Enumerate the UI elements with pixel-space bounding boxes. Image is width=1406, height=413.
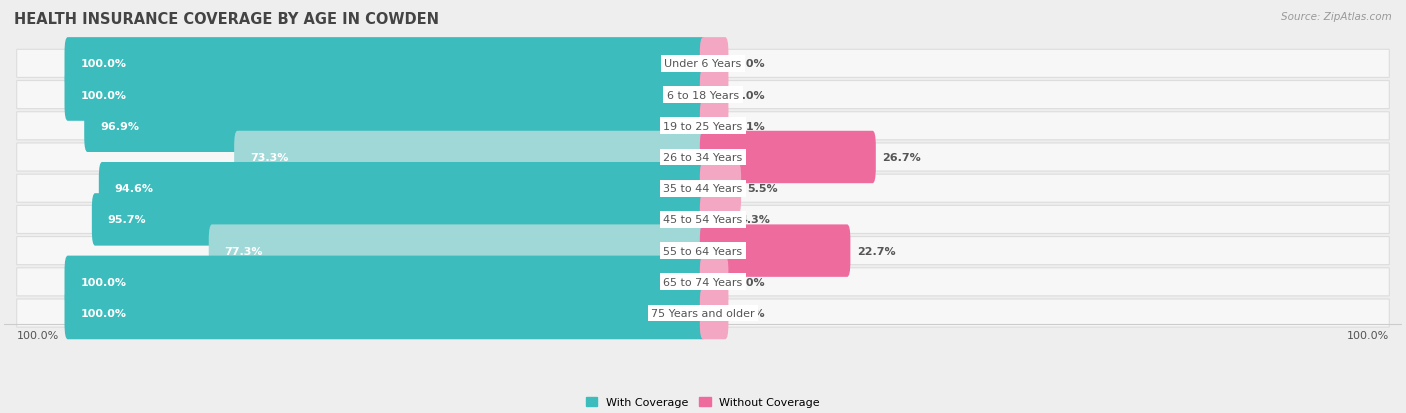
- Text: 75 Years and older: 75 Years and older: [651, 308, 755, 318]
- FancyBboxPatch shape: [65, 69, 706, 121]
- FancyBboxPatch shape: [17, 175, 1389, 203]
- FancyBboxPatch shape: [17, 237, 1389, 265]
- FancyBboxPatch shape: [700, 131, 876, 184]
- Text: 96.9%: 96.9%: [100, 121, 139, 131]
- Text: 35 to 44 Years: 35 to 44 Years: [664, 184, 742, 194]
- Text: 0.0%: 0.0%: [735, 90, 765, 100]
- Text: 26.7%: 26.7%: [882, 153, 921, 163]
- Text: 26 to 34 Years: 26 to 34 Years: [664, 153, 742, 163]
- Text: 6 to 18 Years: 6 to 18 Years: [666, 90, 740, 100]
- Text: 45 to 54 Years: 45 to 54 Years: [664, 215, 742, 225]
- Text: 55 to 64 Years: 55 to 64 Years: [664, 246, 742, 256]
- FancyBboxPatch shape: [208, 225, 706, 277]
- FancyBboxPatch shape: [235, 131, 706, 184]
- FancyBboxPatch shape: [17, 50, 1389, 78]
- FancyBboxPatch shape: [700, 194, 734, 246]
- FancyBboxPatch shape: [17, 112, 1389, 140]
- FancyBboxPatch shape: [700, 256, 728, 309]
- FancyBboxPatch shape: [700, 225, 851, 277]
- Text: 3.1%: 3.1%: [735, 121, 765, 131]
- FancyBboxPatch shape: [65, 287, 706, 339]
- FancyBboxPatch shape: [17, 299, 1389, 327]
- Text: Source: ZipAtlas.com: Source: ZipAtlas.com: [1281, 12, 1392, 22]
- FancyBboxPatch shape: [84, 100, 706, 153]
- Text: 73.3%: 73.3%: [250, 153, 288, 163]
- Text: 95.7%: 95.7%: [108, 215, 146, 225]
- Text: 19 to 25 Years: 19 to 25 Years: [664, 121, 742, 131]
- Text: 100.0%: 100.0%: [80, 308, 127, 318]
- Text: 65 to 74 Years: 65 to 74 Years: [664, 277, 742, 287]
- Text: 100.0%: 100.0%: [80, 90, 127, 100]
- Text: 0.0%: 0.0%: [735, 59, 765, 69]
- Text: 77.3%: 77.3%: [225, 246, 263, 256]
- FancyBboxPatch shape: [700, 163, 741, 215]
- FancyBboxPatch shape: [17, 81, 1389, 109]
- FancyBboxPatch shape: [700, 69, 728, 121]
- Text: 0.0%: 0.0%: [735, 277, 765, 287]
- FancyBboxPatch shape: [91, 194, 706, 246]
- Text: 22.7%: 22.7%: [856, 246, 896, 256]
- FancyBboxPatch shape: [65, 256, 706, 309]
- Text: HEALTH INSURANCE COVERAGE BY AGE IN COWDEN: HEALTH INSURANCE COVERAGE BY AGE IN COWD…: [14, 12, 439, 27]
- Text: 0.0%: 0.0%: [735, 308, 765, 318]
- Text: 5.5%: 5.5%: [748, 184, 778, 194]
- Text: 94.6%: 94.6%: [115, 184, 153, 194]
- Text: 4.3%: 4.3%: [740, 215, 770, 225]
- Text: 100.0%: 100.0%: [80, 59, 127, 69]
- Legend: With Coverage, Without Coverage: With Coverage, Without Coverage: [586, 397, 820, 407]
- FancyBboxPatch shape: [700, 287, 728, 339]
- Text: 100.0%: 100.0%: [17, 330, 59, 340]
- FancyBboxPatch shape: [17, 144, 1389, 172]
- Text: 100.0%: 100.0%: [1347, 330, 1389, 340]
- Text: Under 6 Years: Under 6 Years: [665, 59, 741, 69]
- FancyBboxPatch shape: [17, 206, 1389, 234]
- FancyBboxPatch shape: [17, 268, 1389, 296]
- FancyBboxPatch shape: [700, 38, 728, 90]
- FancyBboxPatch shape: [98, 163, 706, 215]
- Text: 100.0%: 100.0%: [80, 277, 127, 287]
- FancyBboxPatch shape: [65, 38, 706, 90]
- FancyBboxPatch shape: [700, 100, 728, 153]
